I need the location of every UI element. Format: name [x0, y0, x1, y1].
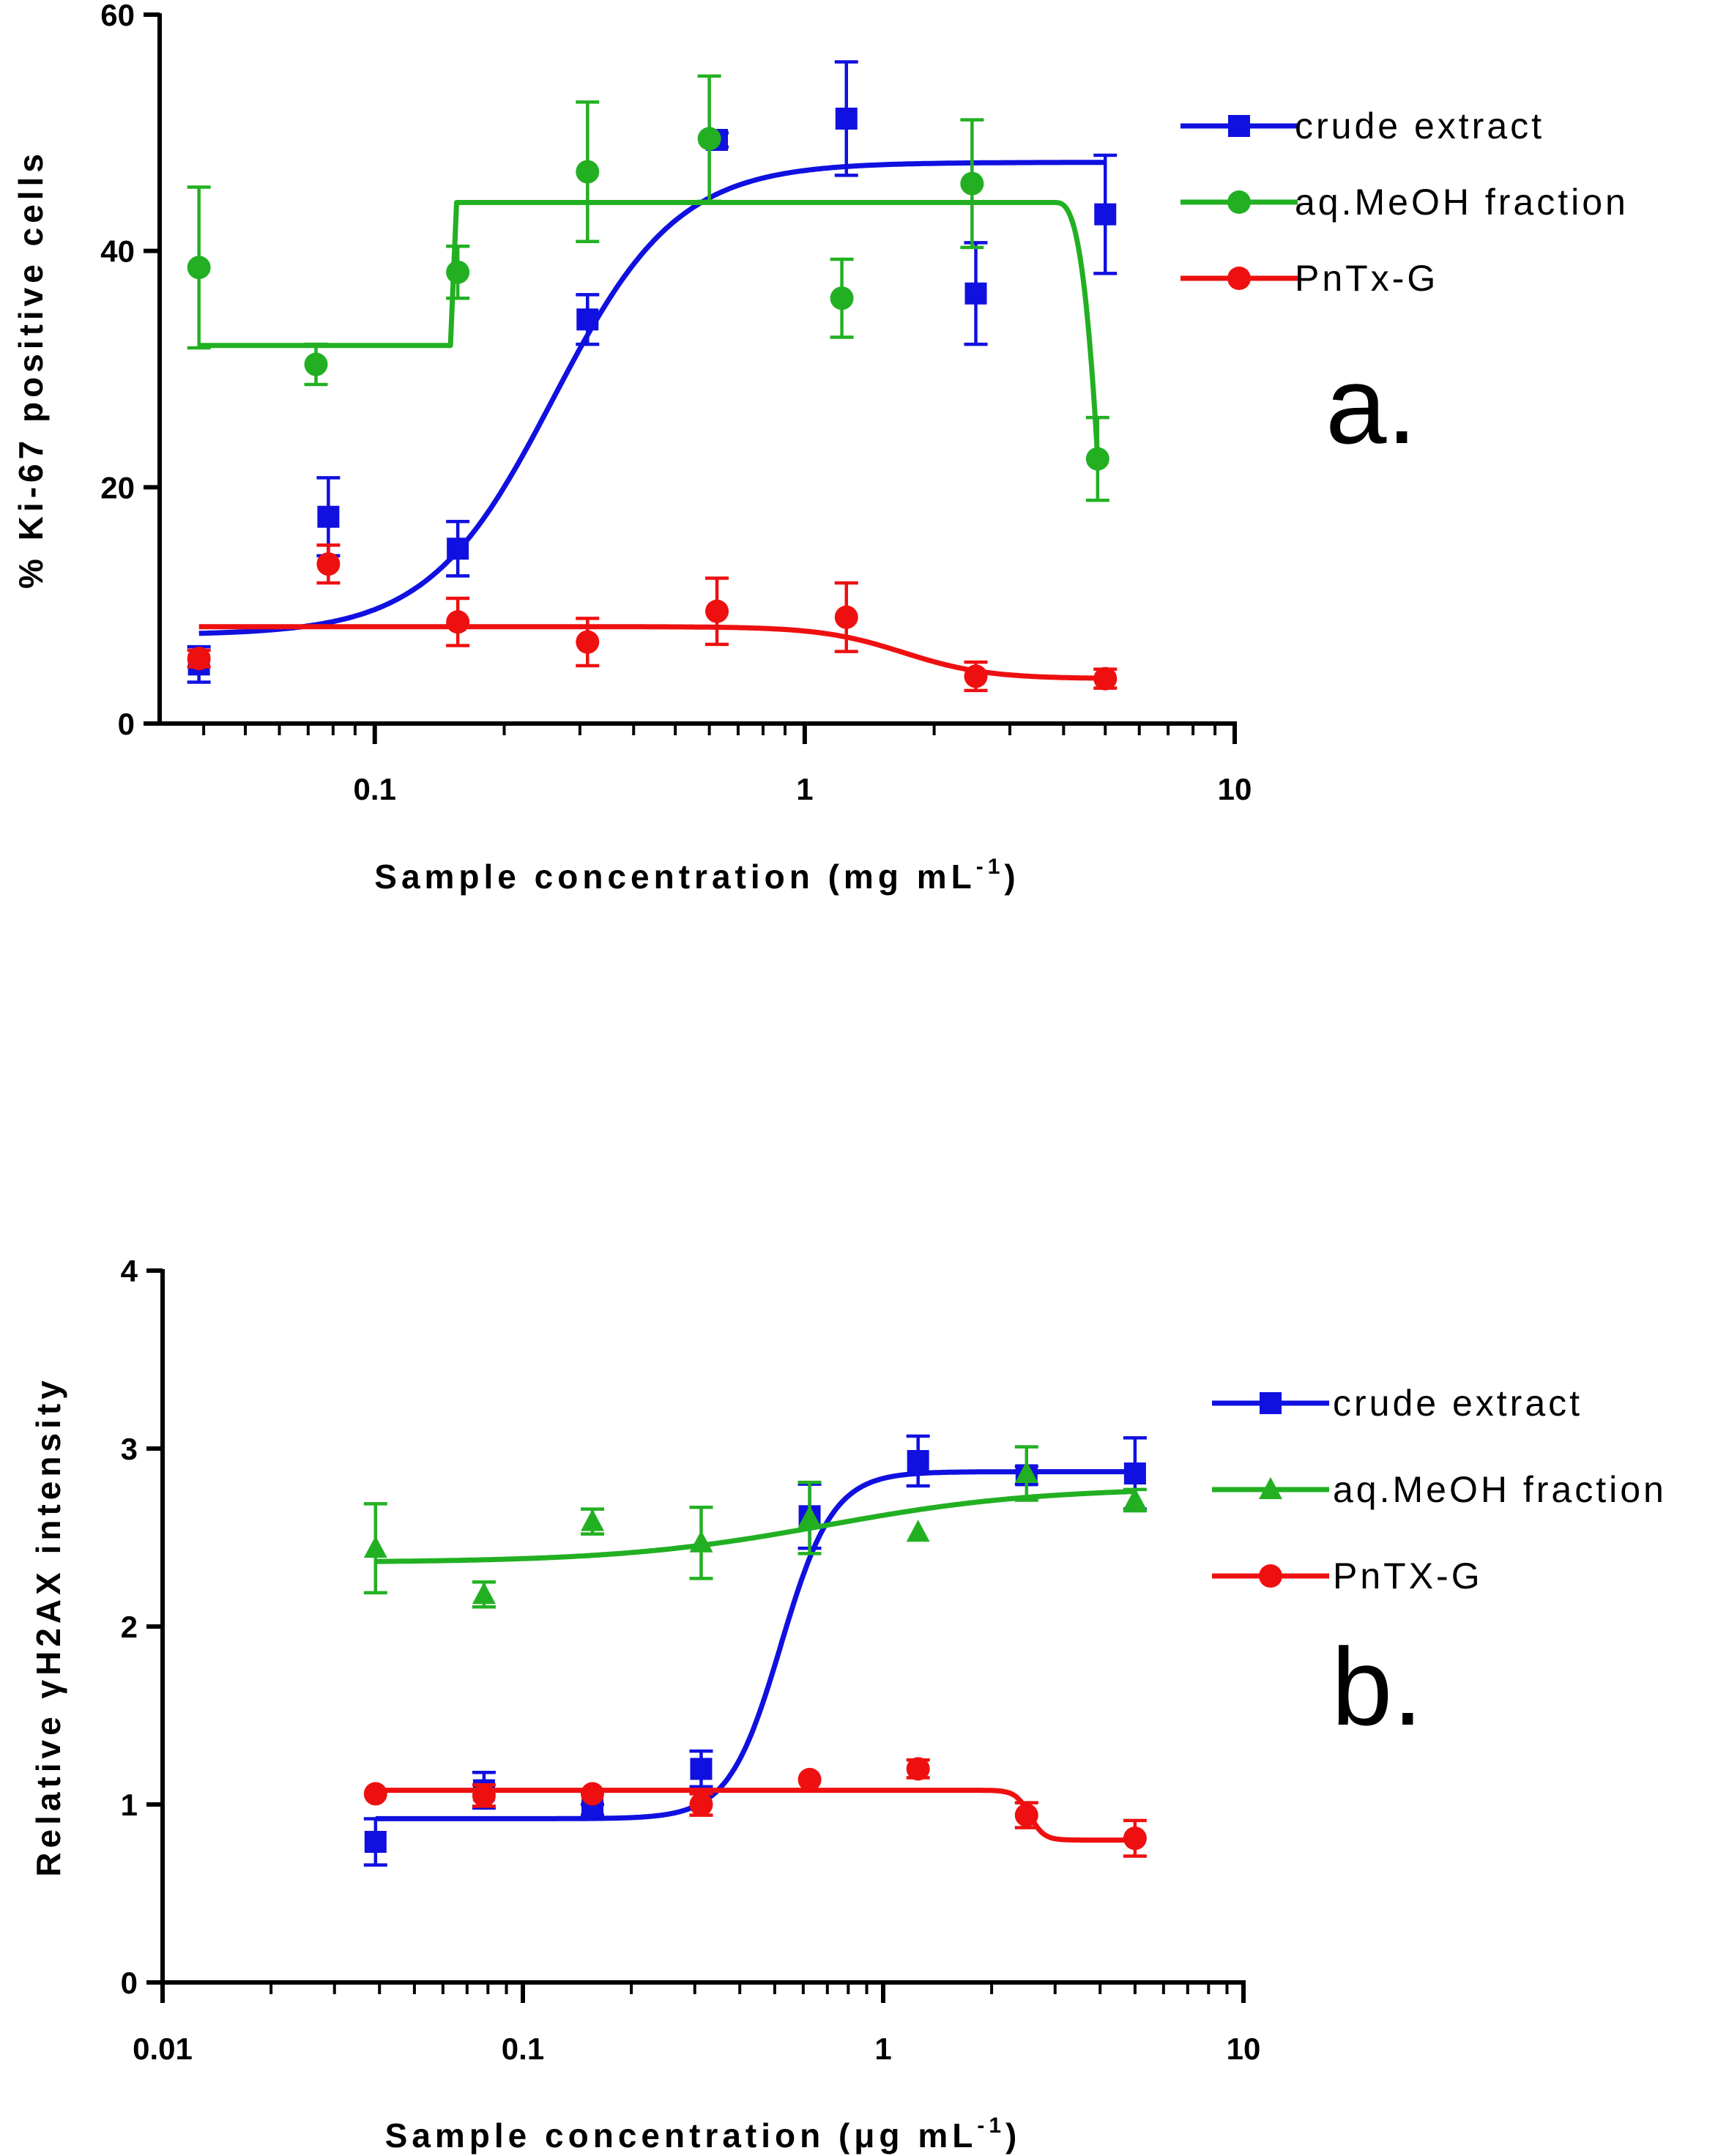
legend-item-crude-extract: crude extract	[1212, 1383, 1583, 1424]
data-point	[581, 1782, 605, 1806]
y-tick-label: 4	[121, 1254, 138, 1288]
data-point	[797, 1505, 822, 1528]
x-tick-label: 10	[1218, 772, 1252, 806]
data-point	[1123, 1462, 1146, 1485]
data-point	[906, 1757, 930, 1781]
legend-label: PnTX-G	[1333, 1555, 1483, 1596]
legend-marker	[1227, 190, 1251, 214]
fit-curve-crude-extract	[198, 160, 1106, 636]
panel-label: b.	[1331, 1625, 1423, 1748]
series-aq-meoh-fraction	[187, 74, 1109, 502]
y-tick-label: 0	[121, 1966, 138, 2000]
data-point	[835, 107, 858, 130]
y-tick-label: 40	[100, 234, 135, 269]
data-point	[576, 160, 600, 184]
series-aq-meoh-fraction	[363, 1445, 1147, 1609]
data-point	[1014, 1803, 1038, 1827]
y-axis-title: % Ki-67 positive cells	[12, 149, 50, 589]
data-point	[447, 538, 469, 560]
legend-label: aq.MeOH fraction	[1333, 1469, 1667, 1510]
data-point	[797, 1767, 822, 1791]
legend-marker	[1227, 267, 1251, 290]
data-point	[906, 1520, 930, 1542]
legend-label: crude extract	[1333, 1383, 1583, 1424]
series-crude-extract	[187, 60, 1118, 684]
data-point	[1085, 447, 1109, 471]
data-point	[187, 647, 211, 671]
y-tick-label: 0	[118, 707, 135, 741]
data-point	[363, 1536, 387, 1558]
fit-curve-aq-meoh-fraction	[374, 1489, 1136, 1564]
fit-curve-aq-meoh-fraction	[198, 200, 1101, 459]
fit-curve-pntx-g	[198, 624, 1106, 681]
data-point	[834, 605, 858, 629]
data-point	[317, 505, 340, 528]
chart-panel-a: 0 20 40 60 0.1 1 10 Sample concentration (mg mL…	[12, 0, 1629, 896]
data-point	[576, 308, 599, 331]
legend-item-pntx-g: PnTX-G	[1212, 1555, 1483, 1596]
legend-marker	[1259, 1564, 1282, 1588]
data-point	[1014, 1461, 1038, 1484]
data-point	[705, 599, 729, 623]
x-axis-title: Sample concentration (mg mL-1)	[374, 855, 1019, 896]
data-point	[187, 256, 211, 280]
chart-panel-b: 0 1 2 3 4 0.01 0.1 1 10 Sample concentration (μg …	[29, 1254, 1667, 2155]
data-point	[1123, 1487, 1147, 1510]
data-point	[446, 610, 470, 634]
legend-label: aq.MeOH fraction	[1295, 182, 1629, 223]
data-point	[581, 1509, 605, 1531]
data-point	[830, 286, 854, 311]
x-tick-label: 0.1	[354, 772, 396, 806]
y-axis-title: Relative γH2AX intensity	[29, 1376, 67, 1876]
y-tick-label: 1	[121, 1788, 138, 1822]
y-tick-label: 3	[121, 1432, 138, 1466]
data-point	[689, 1530, 713, 1553]
panel-label: a.	[1325, 343, 1417, 466]
legend-item-pntx-g: PnTx-G	[1180, 258, 1438, 299]
x-tick-label: 0.1	[502, 2032, 544, 2066]
data-point	[472, 1582, 496, 1605]
data-point	[964, 664, 988, 688]
data-point	[364, 1831, 387, 1854]
data-point	[446, 260, 470, 284]
data-point	[689, 1793, 713, 1816]
legend-label: PnTx-G	[1295, 258, 1438, 299]
legend-marker	[1260, 1392, 1282, 1414]
data-point	[690, 1758, 713, 1780]
data-point	[907, 1450, 929, 1473]
x-tick-label: 0.01	[133, 2032, 193, 2066]
data-point	[1094, 203, 1117, 226]
data-point	[960, 171, 984, 196]
fit-curve-crude-extract	[374, 1469, 1136, 1821]
legend-item-crude-extract: crude extract	[1180, 105, 1544, 146]
data-point	[363, 1782, 387, 1806]
legend-marker	[1259, 1477, 1282, 1499]
data-point	[697, 127, 721, 151]
y-tick-label: 20	[100, 470, 135, 505]
legend-marker	[1228, 115, 1250, 137]
data-point	[576, 630, 600, 654]
legend-item-aq-meoh-fraction: aq.MeOH fraction	[1180, 182, 1629, 223]
data-point	[1123, 1826, 1147, 1851]
legend-item-aq-meoh-fraction: aq.MeOH fraction	[1212, 1469, 1667, 1510]
x-tick-label: 1	[796, 772, 813, 806]
fit-curve-pntx-g	[374, 1788, 1136, 1843]
legend-label: crude extract	[1295, 105, 1544, 146]
y-tick-label: 60	[100, 0, 135, 32]
data-point	[1093, 666, 1118, 691]
series-pntx-g	[363, 1757, 1147, 1858]
data-point	[316, 552, 341, 576]
x-tick-label: 10	[1227, 2032, 1261, 2066]
data-point	[472, 1783, 496, 1807]
x-axis-title: Sample concentration (μg mL-1)	[385, 2114, 1022, 2155]
data-point	[304, 352, 328, 376]
data-point	[964, 282, 987, 305]
x-tick-label: 1	[874, 2032, 891, 2066]
legend: crude extract aq.MeOH fraction PnTx-G	[1180, 105, 1629, 299]
legend: crude extract aq.MeOH fraction PnTX-G	[1212, 1383, 1667, 1596]
y-tick-label: 2	[121, 1610, 138, 1644]
series-pntx-g	[187, 543, 1118, 693]
